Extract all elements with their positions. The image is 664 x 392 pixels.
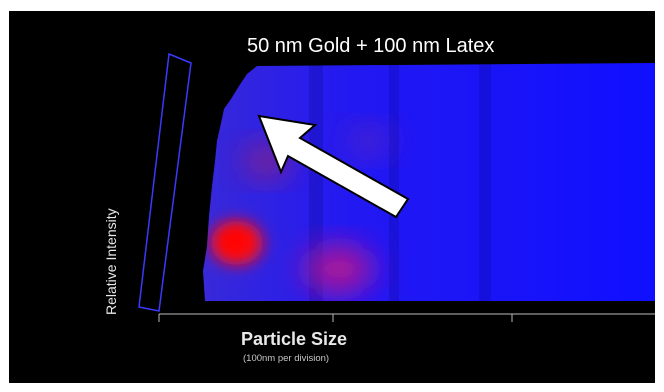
intensity-surface [203,63,655,301]
x-axis-note: (100nm per division) [243,353,330,364]
latex-peak [305,247,373,291]
z-axis-frame [138,52,192,312]
heatmap-plot [138,52,655,322]
annotation-arrow [257,114,410,219]
chart-figure: 50 nm Gold + 100 nm Latex Relative Inten… [9,11,655,383]
z-axis-label: Relative Intensity [103,208,119,315]
x-axis-label: Particle Size [241,329,348,349]
chart-title: 50 nm Gold + 100 nm Latex [247,35,495,57]
